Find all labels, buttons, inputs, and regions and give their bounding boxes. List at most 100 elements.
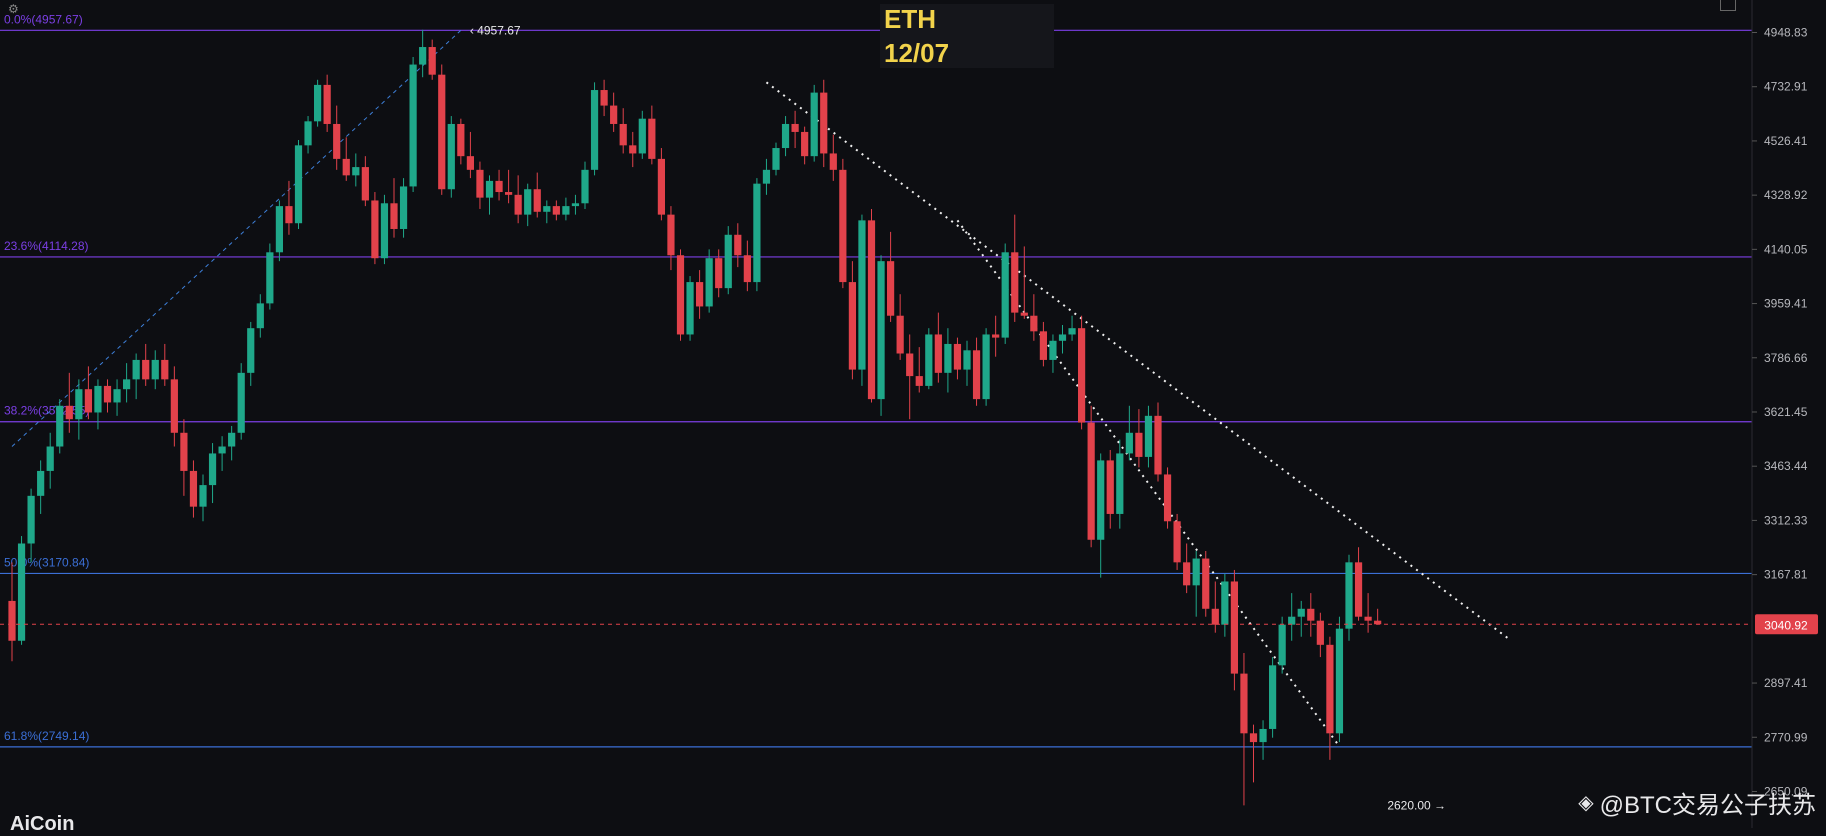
candle-57: [552, 200, 560, 221]
candle-109: [1049, 334, 1057, 373]
candle-body: [1106, 460, 1114, 514]
candle-133: [1278, 616, 1286, 674]
candle-body: [1335, 628, 1344, 734]
candle-5: [56, 399, 64, 454]
candle-body: [600, 90, 608, 106]
candle-body: [1326, 644, 1334, 734]
candle-body: [1087, 422, 1095, 540]
candle-84: [810, 84, 818, 162]
candle-body: [829, 153, 837, 170]
candle-29: [285, 180, 293, 235]
candle-69: [667, 206, 675, 271]
candle-body: [676, 255, 685, 335]
candle-body: [123, 379, 131, 390]
candle-79: [762, 158, 771, 195]
candle-body: [953, 343, 962, 370]
candle-body: [657, 158, 665, 215]
candle-54: [524, 183, 532, 227]
candle-15: [151, 350, 159, 390]
candle-body: [906, 353, 914, 377]
candle-116: [1116, 439, 1124, 529]
candle-body: [715, 258, 723, 289]
candle-body: [94, 385, 102, 413]
y-axis: 4948.83 4732.91 4526.41 4328.92 4140.05 3959.…: [1751, 0, 1808, 828]
candle-34: [333, 105, 341, 170]
candle-37: [361, 156, 369, 207]
candle-body: [457, 123, 465, 157]
candle-136: [1307, 593, 1315, 637]
candle-77: [743, 240, 751, 292]
candle-41: [399, 178, 408, 238]
candle-82: [791, 110, 799, 149]
fib-label-0: 0.0%(4957.67): [4, 12, 83, 26]
candle-130: [1249, 724, 1258, 783]
candle-body: [992, 334, 1000, 338]
window-control-icon[interactable]: [1720, 0, 1736, 11]
candle-body: [399, 186, 408, 229]
candle-123: [1183, 543, 1191, 594]
candle-60: [581, 161, 589, 209]
candle-38: [371, 192, 379, 265]
candle-body: [285, 206, 293, 224]
candle-85: [820, 79, 828, 168]
candle-43: [419, 29, 427, 78]
candle-124: [1192, 550, 1200, 617]
candle-67: [648, 105, 656, 165]
candle-body: [266, 252, 274, 304]
candle-body: [1230, 581, 1238, 674]
candle-140: [1345, 554, 1353, 641]
candle-body: [552, 206, 560, 215]
candle-8: [84, 366, 92, 420]
candle-9: [94, 379, 102, 430]
logo-text: AiCoin: [10, 813, 75, 835]
candles: [8, 29, 1382, 806]
candle-body: [1001, 252, 1009, 338]
candle-2: [27, 488, 35, 563]
candle-66: [638, 110, 646, 159]
candle-body: [1125, 432, 1133, 454]
candle-body: [762, 169, 771, 184]
candle-body: [1202, 558, 1210, 609]
low-annotation: 2620.00 →: [1387, 798, 1446, 812]
candle-10: [103, 379, 112, 413]
y-tick-label-7: 3621.45: [1764, 405, 1808, 419]
candle-55: [533, 172, 541, 218]
candle-138: [1326, 636, 1334, 760]
y-tick-label-13: 2650.09: [1764, 784, 1808, 798]
candle-body: [590, 90, 599, 170]
candle-32: [314, 79, 322, 127]
watermark: ◈ @BTC交易公子扶苏: [1578, 785, 1816, 820]
candle-body: [1221, 581, 1229, 625]
candle-42: [409, 57, 417, 193]
candle-body: [887, 261, 895, 316]
candle-body: [103, 385, 112, 403]
candle-22: [218, 436, 226, 471]
watermark-text: @BTC交易公子扶苏: [1599, 792, 1816, 819]
candle-16: [161, 343, 169, 386]
candle-body: [1269, 665, 1277, 729]
candle-121: [1163, 467, 1172, 529]
candle-body: [142, 359, 150, 380]
candle-7: [75, 379, 83, 440]
y-tick-label-4: 4140.05: [1764, 242, 1808, 256]
title-date: 12/07: [884, 38, 950, 68]
candle-89: [858, 214, 866, 386]
candle-100: [963, 340, 971, 386]
candle-62: [600, 79, 608, 117]
y-tick-label-5: 3959.41: [1764, 297, 1808, 311]
candle-99: [953, 337, 962, 380]
candle-body: [189, 470, 198, 507]
candle-21: [208, 443, 217, 504]
settings-icon[interactable]: ⚙: [8, 2, 19, 16]
candle-119: [1144, 405, 1153, 468]
candle-body: [791, 123, 799, 132]
candle-body: [294, 145, 303, 224]
candle-46: [447, 116, 455, 198]
candle-body: [84, 389, 92, 413]
candle-48: [466, 131, 474, 179]
candle-64: [619, 108, 627, 154]
fib-label-1: 23.6%(4114.28): [4, 239, 89, 253]
candle-20: [199, 474, 207, 522]
candle-26: [256, 294, 264, 338]
